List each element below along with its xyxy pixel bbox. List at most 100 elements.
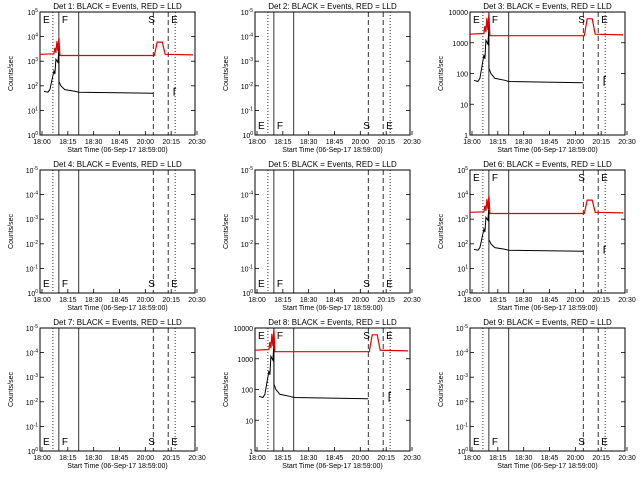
- y-axis-label: Counts/sec: [8, 213, 15, 249]
- y-tick-label: 10-2: [241, 240, 253, 249]
- marker-letter: E: [43, 279, 50, 290]
- marker-letter: E: [386, 121, 393, 132]
- y-tick-label: 101: [457, 264, 468, 273]
- x-tick-label: 18:45: [541, 297, 559, 304]
- y-tick-label: 10-5: [26, 166, 38, 175]
- panel-title: Det 7: BLACK = Events, RED = LLD: [53, 318, 182, 327]
- x-tick-label: 20:15: [592, 455, 610, 462]
- y-tick-label: 105: [27, 8, 38, 17]
- y-tick-label: 10-3: [26, 373, 38, 382]
- plot-frame: [39, 169, 196, 294]
- detector-panel: Det 4: BLACK = Events, RED = LLD 100 10-1 1…: [8, 160, 206, 312]
- events-series-tail: [603, 245, 607, 254]
- events-series-tail: [603, 76, 607, 86]
- x-tick-label: 18:00: [463, 455, 481, 462]
- plot-frame: [469, 327, 626, 452]
- y-tick-label: 100: [457, 447, 468, 456]
- y-tick-label: 10-2: [456, 398, 468, 407]
- y-tick-label: 10-2: [26, 398, 38, 407]
- y-tick-label: 102: [27, 82, 38, 91]
- x-tick-label: 18:00: [33, 455, 51, 462]
- x-tick-label: 18:30: [515, 455, 533, 462]
- panel-title: Det 6: BLACK = Events, RED = LLD: [483, 160, 612, 169]
- x-tick-label: 18:45: [326, 455, 344, 462]
- lld-series: [469, 13, 624, 37]
- y-tick-label: 10-3: [26, 215, 38, 224]
- panel-title: Det 8: BLACK = Events, RED = LLD: [268, 318, 397, 327]
- y-tick-label: 100: [242, 131, 253, 140]
- x-tick-label: 20:30: [403, 297, 421, 304]
- x-tick-label: 18:00: [248, 139, 266, 146]
- plot-frame: [39, 327, 196, 452]
- x-tick-label: 20:30: [403, 139, 421, 146]
- x-axis-label: Start Time (06-Sep-17 18:59:00): [497, 305, 597, 312]
- detector-panel: Det 6: BLACK = Events, RED = LLD 100 101 10…: [438, 160, 636, 312]
- detector-panel: Det 8: BLACK = Events, RED = LLD 1 10 100 10…: [223, 318, 421, 470]
- y-tick-label: 10-3: [241, 215, 253, 224]
- x-tick-label: 18:45: [111, 297, 129, 304]
- marker-letter: E: [258, 121, 265, 132]
- x-tick-label: 18:45: [541, 139, 559, 146]
- events-series-tail: [388, 392, 392, 402]
- x-tick-label: 20:30: [618, 139, 636, 146]
- x-tick-label: 18:15: [489, 297, 507, 304]
- marker-letter: F: [277, 331, 283, 342]
- plot-frame: [254, 11, 411, 136]
- y-tick-label: 10: [460, 102, 468, 109]
- y-tick-label: 10-4: [241, 191, 253, 200]
- x-tick-label: 18:45: [326, 297, 344, 304]
- marker-letter: E: [473, 173, 480, 184]
- x-tick-label: 20:30: [618, 455, 636, 462]
- lld-series: [469, 195, 624, 215]
- x-axis-label: Start Time (06-Sep-17 18:59:00): [67, 147, 167, 154]
- x-tick-label: 18:15: [59, 455, 77, 462]
- y-axis-label: Counts/sec: [438, 55, 445, 91]
- detector-panel: Det 5: BLACK = Events, RED = LLD 100 10-1 1…: [223, 160, 421, 312]
- x-tick-label: 18:15: [489, 455, 507, 462]
- x-tick-label: 20:00: [567, 297, 585, 304]
- y-tick-label: 102: [457, 240, 468, 249]
- marker-letter: F: [492, 173, 498, 184]
- x-tick-label: 18:30: [85, 297, 103, 304]
- marker-letter: S: [148, 15, 155, 26]
- x-tick-label: 18:30: [515, 297, 533, 304]
- x-tick-label: 18:30: [515, 139, 533, 146]
- x-tick-label: 18:45: [111, 139, 129, 146]
- events-series: [43, 49, 154, 94]
- x-tick-label: 18:15: [274, 455, 292, 462]
- events-series: [473, 28, 584, 84]
- y-tick-label: 105: [457, 166, 468, 175]
- marker-letter: E: [43, 15, 50, 26]
- plot-frame: [254, 169, 411, 294]
- y-axis-label: Counts/sec: [438, 371, 445, 407]
- y-axis-label: Counts/sec: [438, 213, 445, 249]
- detector-panel: Det 9: BLACK = Events, RED = LLD 100 10-1 1…: [438, 318, 636, 470]
- marker-letter: S: [578, 437, 585, 448]
- marker-letter: F: [277, 121, 283, 132]
- detector-panel: Det 3: BLACK = Events, RED = LLD 1 10 100 10…: [438, 2, 636, 154]
- lld-series: [39, 37, 194, 57]
- x-tick-label: 18:00: [248, 455, 266, 462]
- y-tick-label: 1000: [237, 357, 253, 364]
- y-tick-label: 1: [249, 449, 253, 456]
- y-axis-label: Counts/sec: [223, 55, 230, 91]
- panel-title: Det 4: BLACK = Events, RED = LLD: [53, 160, 182, 169]
- y-tick-label: 10-1: [26, 422, 38, 431]
- x-tick-label: 20:00: [352, 139, 370, 146]
- panel-title: Det 3: BLACK = Events, RED = LLD: [483, 2, 612, 11]
- x-tick-label: 20:15: [592, 139, 610, 146]
- marker-letter: E: [258, 279, 265, 290]
- marker-letter: E: [386, 331, 393, 342]
- y-tick-label: 101: [27, 106, 38, 115]
- marker-letter: S: [363, 121, 370, 132]
- y-tick-label: 100: [27, 131, 38, 140]
- marker-letter: F: [492, 437, 498, 448]
- x-tick-label: 18:15: [274, 139, 292, 146]
- x-tick-label: 18:30: [85, 139, 103, 146]
- events-series-tail: [173, 87, 177, 96]
- plot-frame: [254, 327, 411, 452]
- x-tick-label: 20:15: [592, 297, 610, 304]
- y-tick-label: 10-1: [456, 422, 468, 431]
- x-tick-label: 20:30: [403, 455, 421, 462]
